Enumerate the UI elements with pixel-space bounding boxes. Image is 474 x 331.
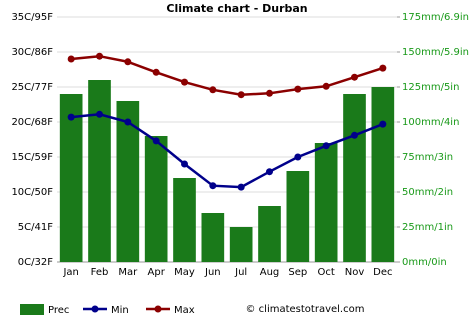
y2-tick-label: 150mm/5.9in — [402, 47, 469, 58]
y-tick-label: 15C/59F — [11, 152, 53, 163]
x-tick-label: Apr — [148, 267, 166, 278]
x-tick-label: Jul — [234, 267, 247, 278]
line-marker — [266, 168, 273, 176]
chart-title: Climate chart - Durban — [166, 2, 307, 15]
line-marker — [67, 113, 75, 121]
legend-label: Prec — [48, 305, 69, 316]
bar — [258, 206, 281, 262]
x-tick-label: Mar — [118, 267, 138, 278]
legend-swatch — [20, 304, 44, 315]
bar — [144, 136, 168, 262]
line-marker — [181, 160, 188, 168]
line-marker — [209, 182, 217, 190]
line-marker — [124, 118, 132, 126]
line-marker — [322, 142, 330, 150]
line-marker — [294, 85, 302, 93]
bar — [59, 94, 83, 262]
line-marker — [379, 120, 387, 128]
line — [71, 113, 384, 189]
bar — [88, 80, 111, 262]
line-marker — [351, 131, 358, 139]
x-tick-label: Aug — [260, 267, 280, 278]
x-tick-label: Oct — [318, 267, 335, 278]
y-tick-label: 5C/41F — [18, 222, 53, 233]
line-marker — [124, 58, 132, 66]
y-tick-label: 30C/86F — [11, 47, 53, 58]
line-marker — [294, 153, 302, 161]
bar — [229, 227, 253, 262]
line-marker — [96, 52, 103, 60]
x-tick-label: Jan — [62, 267, 78, 278]
legend-label: Min — [111, 305, 129, 316]
line-marker — [152, 68, 160, 76]
y2-tick-label: 125mm/5in — [402, 82, 459, 93]
watermark: © climatestotravel.com — [246, 304, 365, 315]
line-marker — [379, 64, 387, 72]
x-tick-label: May — [174, 267, 195, 278]
x-tick-label: Nov — [345, 267, 365, 278]
y2-tick-label: 50mm/2in — [402, 187, 453, 198]
x-tick-label: Jun — [204, 267, 221, 278]
y2-tick-label: 175mm/6.9in — [402, 12, 469, 23]
line-marker — [237, 91, 245, 99]
y2-tick-label: 100mm/4in — [402, 117, 459, 128]
bar — [116, 101, 140, 262]
line-marker — [322, 82, 330, 90]
legend-swatch — [154, 305, 162, 313]
y-tick-label: 25C/77F — [11, 82, 53, 93]
x-tick-label: Feb — [91, 267, 109, 278]
y-tick-label: 20C/68F — [11, 117, 53, 128]
legend-swatch — [91, 305, 99, 313]
y-tick-label: 35C/95F — [11, 12, 53, 23]
y-tick-label: 0C/32F — [18, 257, 53, 268]
line-marker — [152, 137, 160, 145]
bar — [173, 178, 196, 262]
bar — [286, 171, 310, 262]
line-marker — [266, 89, 273, 97]
bar — [201, 213, 225, 262]
y2-tick-label: 25mm/1in — [402, 222, 453, 233]
bar — [343, 94, 366, 262]
x-tick-label: Sep — [288, 267, 307, 278]
bar — [314, 143, 338, 262]
legend-label: Max — [174, 305, 195, 316]
y2-tick-label: 0mm/0in — [402, 257, 447, 268]
line-marker — [67, 55, 75, 63]
bar — [371, 87, 395, 262]
line-marker — [237, 183, 245, 191]
line — [71, 54, 384, 96]
y-tick-label: 10C/50F — [11, 187, 53, 198]
y2-tick-label: 75mm/3in — [402, 152, 453, 163]
line-marker — [96, 110, 103, 118]
line-marker — [351, 73, 358, 81]
x-tick-label: Dec — [373, 267, 392, 278]
line-marker — [181, 78, 188, 86]
line-marker — [209, 86, 217, 94]
